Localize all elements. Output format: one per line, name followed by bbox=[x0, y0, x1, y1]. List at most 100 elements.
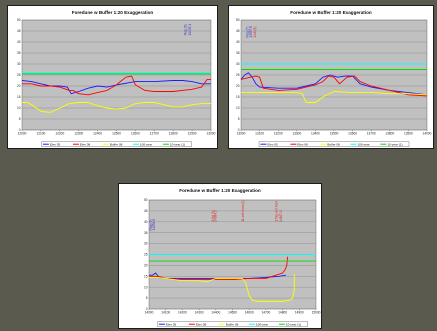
legend-label: 10-year (1) bbox=[170, 142, 185, 146]
y-tick-label: 25 bbox=[17, 73, 21, 77]
y-tick-label: 30 bbox=[144, 242, 148, 246]
x-tick-label: 13600 bbox=[348, 131, 357, 135]
annotation-label: 14827.0 bbox=[279, 210, 283, 222]
y-tick-label: 35 bbox=[236, 51, 240, 55]
y-tick-label: 15 bbox=[236, 95, 240, 99]
legend-label: Buffer 08 bbox=[226, 322, 239, 326]
series-line-buffer-08 bbox=[149, 274, 295, 302]
y-tick-label: 0 bbox=[146, 307, 148, 311]
y-tick-label: 0 bbox=[19, 128, 21, 132]
annotation-label: 1:Tag wet from bbox=[275, 201, 279, 222]
legend-label: Elev 08 bbox=[196, 322, 207, 326]
x-tick-label: 12800 bbox=[169, 131, 178, 135]
y-tick-label: 5 bbox=[146, 296, 148, 300]
y-tick-label: 25 bbox=[236, 73, 240, 77]
x-tick-label: 15000 bbox=[312, 310, 321, 314]
y-tick-label: 5 bbox=[19, 117, 21, 121]
x-tick-label: 12200 bbox=[55, 131, 64, 135]
annotation-label: 14384.5 bbox=[214, 210, 218, 222]
y-tick-label: 35 bbox=[144, 231, 148, 235]
legend-label: Elev 08 bbox=[297, 142, 308, 146]
series-line-elev-05 bbox=[240, 72, 428, 96]
x-tick-label: 13100 bbox=[255, 131, 264, 135]
x-tick-label: 13400 bbox=[311, 131, 320, 135]
y-tick-label: 40 bbox=[236, 40, 240, 44]
legend-label: Elev 05 bbox=[267, 142, 278, 146]
x-tick-label: 14100 bbox=[161, 310, 170, 314]
series-line-buffer-08 bbox=[241, 91, 428, 103]
x-tick-label: 13300 bbox=[292, 131, 301, 135]
y-tick-label: 50 bbox=[236, 18, 240, 22]
y-tick-label: 25 bbox=[144, 253, 148, 257]
annotation-label: 1:Hd (9) bbox=[211, 210, 215, 222]
x-tick-label: 13000 bbox=[237, 131, 246, 135]
y-tick-label: 5 bbox=[238, 117, 240, 121]
x-tick-label: 14400 bbox=[211, 310, 220, 314]
x-tick-label: 12100 bbox=[36, 131, 45, 135]
chart-title: Foredune w Buffer 1:20 Exaggeration bbox=[290, 10, 372, 15]
y-tick-label: 20 bbox=[144, 264, 148, 268]
series-line-elev-08 bbox=[240, 75, 428, 97]
y-tick-label: 10 bbox=[144, 285, 148, 289]
x-tick-label: 14200 bbox=[178, 310, 187, 314]
chart-title: Foredune w Buffer 1:20 Exaggeration bbox=[179, 188, 261, 193]
x-tick-label: 14800 bbox=[278, 310, 287, 314]
x-tick-label: 14500 bbox=[228, 310, 237, 314]
annotation-label: Flag (7) bbox=[245, 27, 249, 38]
y-tick-label: 10 bbox=[17, 106, 21, 110]
x-tick-label: 13500 bbox=[330, 131, 339, 135]
y-tick-label: 0 bbox=[238, 128, 240, 132]
legend-label: 100-year bbox=[357, 142, 369, 146]
annotation-label: Flag (9) bbox=[149, 220, 153, 231]
elevation-chart-3: Foredune w Buffer 1:20 Exaggeration 0 5 10 1… bbox=[144, 188, 321, 327]
legend-box bbox=[258, 141, 410, 147]
chart-panel-1: Foredune w Buffer 1:20 Exaggeration 0 5 10 1… bbox=[7, 5, 218, 149]
y-tick-label: 50 bbox=[144, 198, 148, 202]
x-tick-label: 14000 bbox=[145, 310, 154, 314]
y-tick-label: 45 bbox=[236, 29, 240, 33]
y-tick-label: 30 bbox=[236, 62, 240, 66]
x-tick-label: 14700 bbox=[261, 310, 270, 314]
x-tick-label: 14600 bbox=[245, 310, 254, 314]
x-tick-label: 12600 bbox=[131, 131, 140, 135]
y-tick-label: 40 bbox=[17, 40, 21, 44]
x-tick-label: 14300 bbox=[195, 310, 204, 314]
annotation-label: 13097.8 bbox=[249, 26, 253, 38]
x-tick-label: 12500 bbox=[112, 131, 121, 135]
series-line-elev-05 bbox=[149, 272, 287, 279]
x-tick-label: 13900 bbox=[404, 131, 413, 135]
y-tick-label: 30 bbox=[17, 62, 21, 66]
annotation-label: 1:16 (8) bbox=[253, 27, 257, 38]
y-tick-label: 45 bbox=[144, 209, 148, 213]
y-tick-label: 15 bbox=[17, 95, 21, 99]
x-tick-label: 14900 bbox=[295, 310, 304, 314]
y-tick-label: 10 bbox=[236, 106, 240, 110]
x-tick-label: 13700 bbox=[367, 131, 376, 135]
legend-label: 10-year (1) bbox=[286, 322, 301, 326]
elevation-chart-2: Foredune w Buffer 1:20 Exaggeration 0 5 10 1… bbox=[236, 10, 432, 147]
y-tick-label: 20 bbox=[236, 84, 240, 88]
x-tick-label: 12000 bbox=[18, 131, 27, 135]
annotation-label: 14034.6 bbox=[152, 219, 156, 231]
y-tick-label: 15 bbox=[144, 274, 148, 278]
y-tick-label: 45 bbox=[17, 29, 21, 33]
y-tick-label: 50 bbox=[17, 18, 21, 22]
series-line-elev-08 bbox=[149, 256, 289, 281]
legend-label: Buffer 08 bbox=[110, 142, 123, 146]
series-line-elev-08 bbox=[22, 75, 211, 96]
series-line-buffer-08 bbox=[22, 102, 211, 113]
y-tick-label: 35 bbox=[17, 51, 21, 55]
chart-panel-2: Foredune w Buffer 1:20 Exaggeration 0 5 10 1… bbox=[228, 5, 434, 149]
x-tick-label: 13800 bbox=[385, 131, 394, 135]
legend-label: 100-year bbox=[256, 322, 268, 326]
legend-label: Buffer 08 bbox=[327, 142, 340, 146]
annotation-label: 11 wet from (4) bbox=[241, 201, 245, 222]
annotation-label: 12935.1 bbox=[188, 24, 192, 36]
legend-label: Elev 05 bbox=[50, 142, 61, 146]
x-tick-label: 12300 bbox=[74, 131, 83, 135]
x-tick-label: 13200 bbox=[274, 131, 283, 135]
elevation-chart-1: Foredune w Buffer 1:20 Exaggeration 0 5 10 1… bbox=[17, 10, 216, 147]
x-tick-label: 12700 bbox=[150, 131, 159, 135]
legend-box bbox=[41, 141, 192, 147]
x-tick-label: 13000 bbox=[207, 131, 216, 135]
